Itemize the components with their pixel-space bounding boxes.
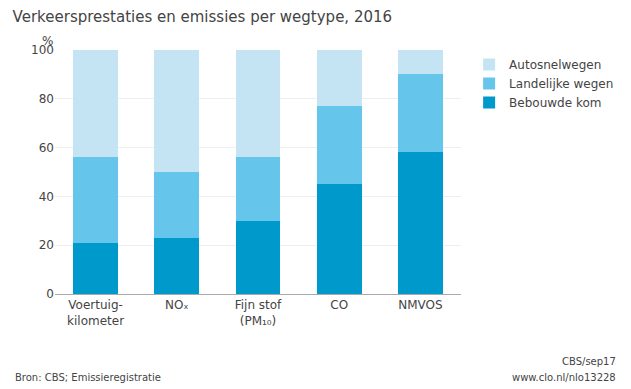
svg-text:Bron: CBS; Emissieregistratie: Bron: CBS; Emissieregistratie	[15, 372, 161, 383]
svg-text:0: 0	[46, 287, 54, 301]
svg-text:Voertuig-kilometer: Voertuig-kilometer	[67, 298, 124, 328]
svg-text:www.clo.nl/nlo13228: www.clo.nl/nlo13228	[512, 372, 616, 383]
svg-text:CO: CO	[330, 298, 348, 312]
svg-text:Landelijke wegen: Landelijke wegen	[509, 77, 613, 91]
svg-text:40: 40	[39, 190, 54, 204]
svg-text:Fijn stof(PM₁₀): Fijn stof(PM₁₀)	[235, 298, 282, 328]
svg-text:%: %	[42, 34, 53, 48]
svg-text:CBS/sep17: CBS/sep17	[562, 356, 616, 367]
svg-text:Verkeersprestaties en emissies: Verkeersprestaties en emissies per wegty…	[13, 8, 392, 26]
svg-text:NMVOS: NMVOS	[398, 298, 442, 312]
svg-text:80: 80	[39, 92, 54, 106]
svg-text:Autosnelwegen: Autosnelwegen	[509, 58, 601, 72]
svg-text:NOₓ: NOₓ	[165, 298, 189, 312]
svg-text:60: 60	[39, 141, 54, 155]
svg-text:Bebouwde kom: Bebouwde kom	[509, 96, 601, 110]
svg-text:100: 100	[31, 43, 54, 57]
svg-text:20: 20	[39, 238, 54, 252]
